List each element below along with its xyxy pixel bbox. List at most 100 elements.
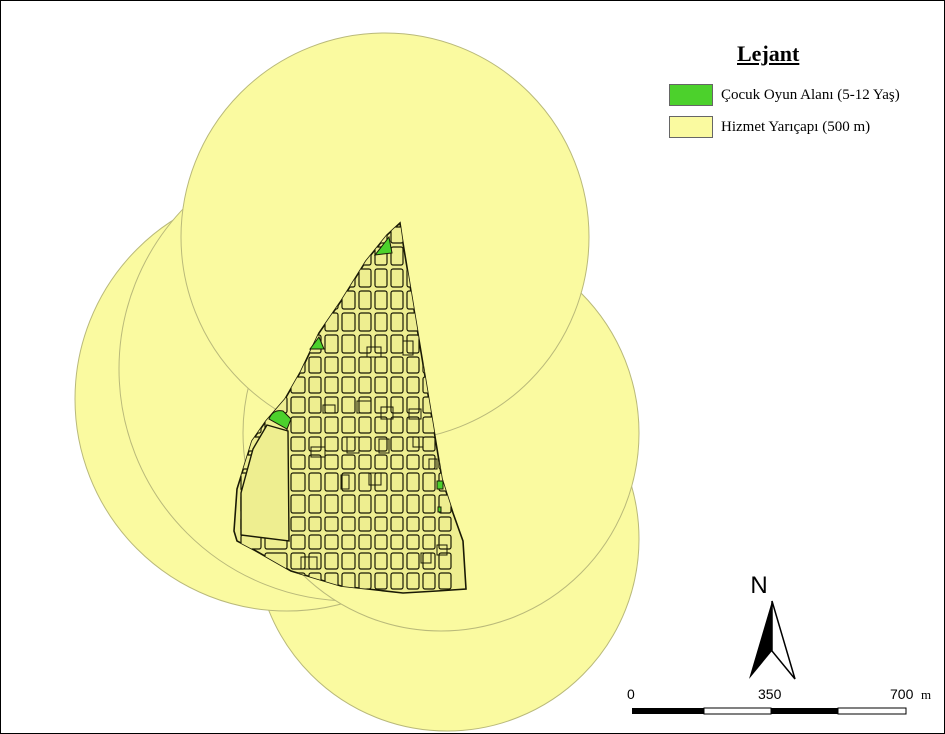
playgrounds [268,235,444,513]
building-footprint [378,438,390,454]
city-block [358,396,372,414]
city-block [406,534,420,550]
building-footprint [436,544,448,556]
city-block [374,494,388,514]
city-block [341,454,356,470]
scale-bar [632,707,907,715]
city-block [341,534,356,550]
city-block [438,534,452,550]
city-block [406,494,420,514]
building-footprint [322,404,336,414]
city-block [406,472,420,492]
city-block [390,436,404,452]
scale-tick-700: 700 [890,686,914,702]
city-block [341,396,356,414]
legend-swatch-service-radius [669,116,713,138]
city-block [341,312,356,332]
city-block [324,334,339,354]
city-block [324,552,339,570]
city-block [290,416,306,434]
building-footprint [346,436,360,454]
legend-title: Lejant [737,41,800,66]
north-arrow-left-half [749,601,772,679]
city-block [341,436,356,452]
building-footprint [380,406,394,420]
city-block [324,534,339,550]
city-block [390,572,404,590]
city-block [290,396,306,414]
city-block [290,454,306,470]
building-footprint [408,408,422,420]
building-footprint [420,552,432,564]
scale-segment-1 [632,708,704,714]
city-block [290,494,306,514]
city-block [390,472,404,492]
city-block [422,436,436,452]
city-block [390,246,404,266]
city-block [390,268,404,288]
city-block [358,312,372,332]
city-block [374,436,388,452]
city-block [358,494,372,514]
city-block [358,572,372,590]
city-block [438,516,452,532]
city-block [308,356,322,374]
city-block [358,376,372,394]
city-block [390,416,404,434]
city-block [290,552,306,570]
city-block [358,534,372,550]
city-block [406,552,420,570]
north-arrow-label: N [750,572,767,599]
scale-tick-0: 0 [627,686,635,702]
city-block [324,454,339,470]
city-block [308,376,322,394]
city-block [290,534,306,550]
legend-label-playground: Çocuk Oyun Alanı (5-12 Yaş) [721,86,900,103]
city-block [308,494,322,514]
city-block [422,516,436,532]
city-block [341,494,356,514]
scale-segment-2 [703,707,772,715]
building-footprint [402,340,414,356]
city-block [422,494,436,514]
city-block [374,534,388,550]
city-block [406,516,420,532]
city-block [341,356,356,374]
scale-unit: m [921,687,932,702]
city-block [374,516,388,532]
city-block [374,552,388,570]
city-block [308,516,322,532]
city-block [308,454,322,470]
city-block [324,472,339,492]
city-block [290,472,306,492]
open-parcel [240,424,290,542]
building-footprint [368,472,382,486]
city-block [374,572,388,590]
city-block [390,356,404,374]
north-arrow-right-half [771,600,796,680]
city-block [324,356,339,374]
city-block [390,396,404,414]
city-block [406,454,420,470]
city-block [308,472,322,492]
city-block [358,334,372,354]
city-block [374,312,388,332]
legend-item-service-radius: Hizmet Yarıçapı (500 m) [669,115,870,139]
city-block [290,436,306,452]
city-block [374,290,388,310]
city-block [308,552,322,570]
city-block [406,356,420,374]
playground-east-1 [436,480,444,490]
city-block [341,516,356,532]
city-block [358,552,372,570]
city-block [358,290,372,310]
city-block [324,376,339,394]
building-footprint [300,556,318,570]
city-block [374,268,388,288]
city-block [324,494,339,514]
city-block [341,334,356,354]
city-block [390,334,404,354]
city-block [358,472,372,492]
city-block [390,534,404,550]
